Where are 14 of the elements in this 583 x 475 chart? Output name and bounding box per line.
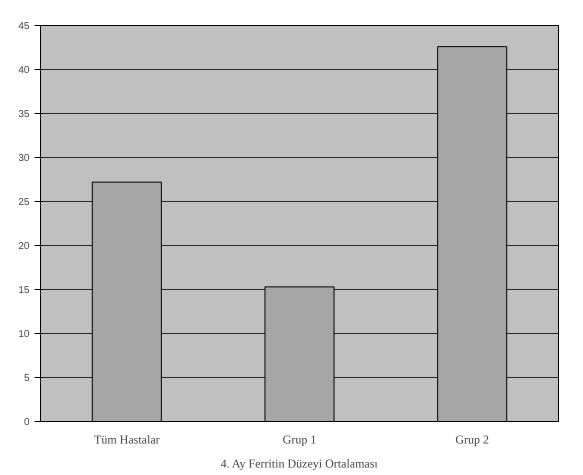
y-tick-label: 5	[24, 373, 30, 384]
y-tick-label: 10	[18, 329, 30, 340]
y-tick-label: 30	[18, 153, 30, 164]
text: 4. Ay Ferritin Düzeyi Ortalaması	[220, 456, 378, 470]
x-tick-label: Grup 2	[455, 432, 490, 446]
y-tick-label: 25	[18, 197, 30, 208]
y-tick-label: 45	[18, 21, 30, 32]
y-tick-label: 20	[18, 241, 30, 252]
x-tick-label: Tüm Hastalar	[94, 432, 160, 446]
y-tick-label: 35	[18, 109, 30, 120]
x-tick-label: Grup 1	[282, 432, 316, 446]
y-tick-label: 0	[24, 417, 30, 428]
y-tick-label: 40	[18, 65, 30, 76]
y-tick-label: 15	[18, 285, 30, 296]
